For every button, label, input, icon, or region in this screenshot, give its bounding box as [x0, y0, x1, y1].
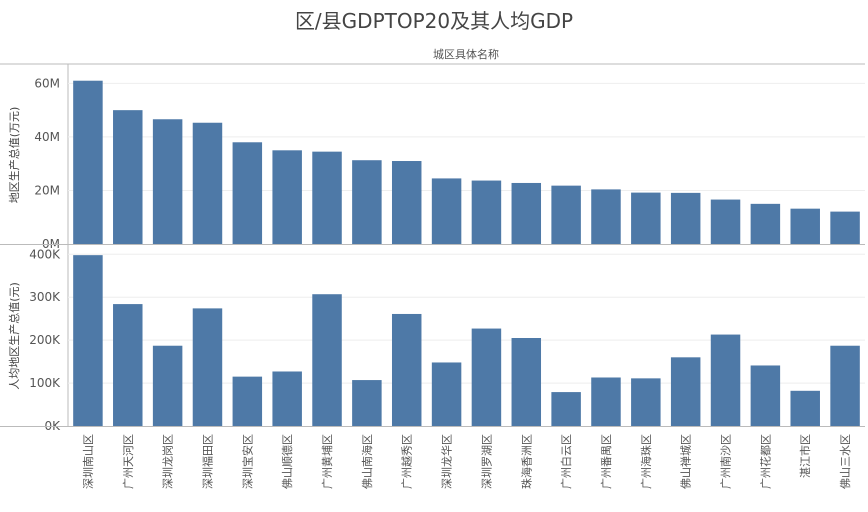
x-tick-label: 佛山南海区 [360, 434, 374, 489]
bar [391, 313, 422, 426]
bar [113, 110, 143, 245]
chart-title: 区/县GDPTOP20及其人均GDP [295, 9, 573, 33]
bar [352, 160, 382, 244]
bar [192, 122, 223, 244]
x-tick-label: 珠海香洲区 [519, 434, 533, 489]
bar [790, 390, 820, 426]
bar [750, 203, 781, 244]
x-tick-label: 佛山顺德区 [280, 434, 294, 489]
y-tick-label: 40M [34, 130, 60, 144]
x-tick-label: 深圳宝安区 [240, 434, 254, 489]
bar [710, 334, 741, 426]
bar [312, 294, 342, 426]
y-tick-label: 100K [29, 376, 61, 390]
x-tick-label: 深圳龙岗区 [162, 434, 175, 489]
bar [710, 199, 741, 244]
bar [790, 208, 820, 244]
bar [232, 376, 263, 426]
x-tick-label: 深圳福田区 [200, 434, 214, 489]
bar [391, 161, 422, 244]
bar [511, 338, 542, 426]
bar [272, 150, 302, 244]
bar [232, 142, 263, 244]
bar [152, 119, 183, 244]
bar [73, 255, 103, 426]
y-tick-label: 300K [29, 290, 61, 304]
y-tick-label: 60M [34, 76, 60, 90]
x-tick-label: 湛江市区 [798, 434, 812, 478]
x-tick-label: 佛山三水区 [839, 434, 852, 489]
x-tick-label: 佛山禅城区 [679, 434, 693, 489]
column-header-label: 城区具体名称 [433, 47, 499, 61]
bar [631, 378, 661, 426]
y-tick-label: 400K [29, 247, 61, 261]
bar [192, 308, 223, 426]
x-tick-label: 深圳龙华区 [440, 434, 454, 489]
bar [670, 192, 701, 244]
bar [352, 380, 382, 426]
x-tick-label: 深圳南山区 [82, 434, 95, 489]
y-tick-label: 20M [34, 183, 60, 197]
x-tick-label: 广州黄埔区 [320, 434, 334, 489]
bar [272, 371, 302, 426]
y-axis-title: 地区生产总值(万元) [7, 107, 21, 204]
x-tick-label: 广州南沙区 [720, 434, 733, 489]
bar [431, 362, 462, 426]
x-tick-label: 广州白云区 [559, 434, 573, 489]
x-tick-label: 广州番禺区 [600, 434, 613, 489]
bar [830, 345, 860, 426]
y-axis-title: 人均地区生产总值(元) [7, 282, 21, 390]
bar [113, 304, 143, 426]
x-tick-label: 广州越秀区 [400, 434, 414, 489]
bar [551, 185, 581, 244]
bar [591, 377, 621, 426]
bar [670, 357, 701, 426]
x-tick-label: 深圳罗湖区 [480, 434, 493, 489]
bar [511, 182, 542, 244]
bar [312, 151, 342, 244]
x-tick-label: 广州海珠区 [639, 434, 653, 489]
bar [551, 392, 581, 426]
x-tick-label: 广州花都区 [759, 434, 772, 489]
bar [152, 345, 183, 426]
bar [750, 365, 781, 426]
bar [431, 178, 462, 244]
bar [631, 192, 661, 244]
bar [591, 189, 621, 244]
y-tick-label: 200K [29, 333, 61, 347]
bar [830, 211, 860, 244]
bar [73, 80, 103, 244]
bar [471, 328, 502, 426]
x-tick-label: 广州天河区 [122, 434, 135, 489]
bar [471, 180, 502, 244]
